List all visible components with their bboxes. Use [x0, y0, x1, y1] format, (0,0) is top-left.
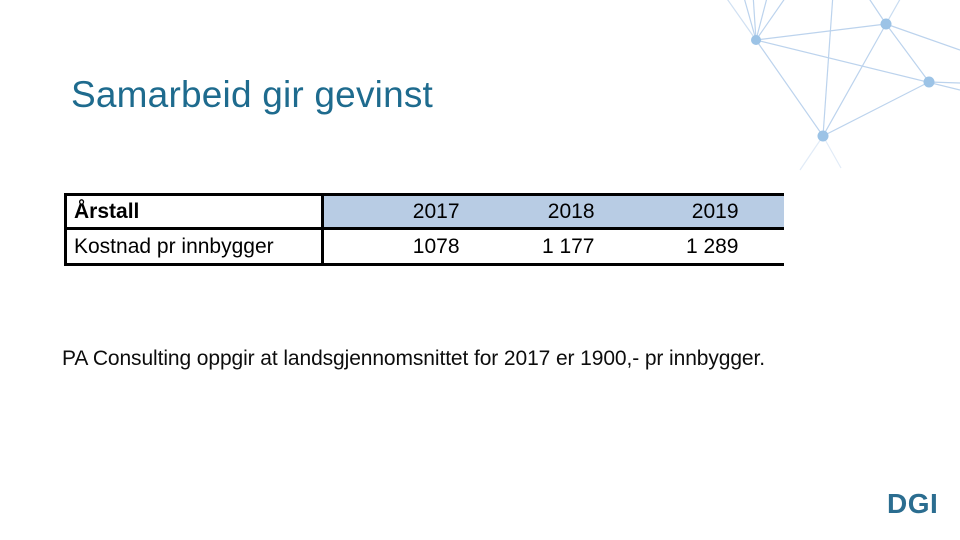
dgi-logo: DGI	[887, 488, 939, 519]
table-header-year-2019: 2019	[623, 193, 784, 230]
network-constellation-graphic	[727, 0, 960, 171]
table-header-arstall: Årstall	[64, 193, 324, 230]
table-value-2018: 1 177	[483, 228, 624, 266]
table-value-2019: 1 289	[623, 228, 784, 266]
table-header-row: Årstall 2017 2018 2019	[64, 193, 784, 230]
table-row-label: Kostnad pr innbygger	[64, 228, 324, 266]
cost-per-inhabitant-table: Årstall 2017 2018 2019 Kostnad pr innbyg…	[64, 193, 784, 266]
table-data-row: Kostnad pr innbygger 1078 1 177 1 289	[64, 228, 784, 266]
constellation-lines	[727, 0, 960, 171]
body-text: PA Consulting oppgir at landsgjennomsnit…	[62, 347, 765, 370]
table-header-year-2018: 2018	[483, 193, 624, 230]
slide-title: Samarbeid gir gevinst	[71, 74, 434, 115]
table-value-2017: 1078	[322, 228, 484, 266]
constellation-nodes	[751, 18, 935, 142]
table-header-year-2017: 2017	[322, 193, 484, 230]
